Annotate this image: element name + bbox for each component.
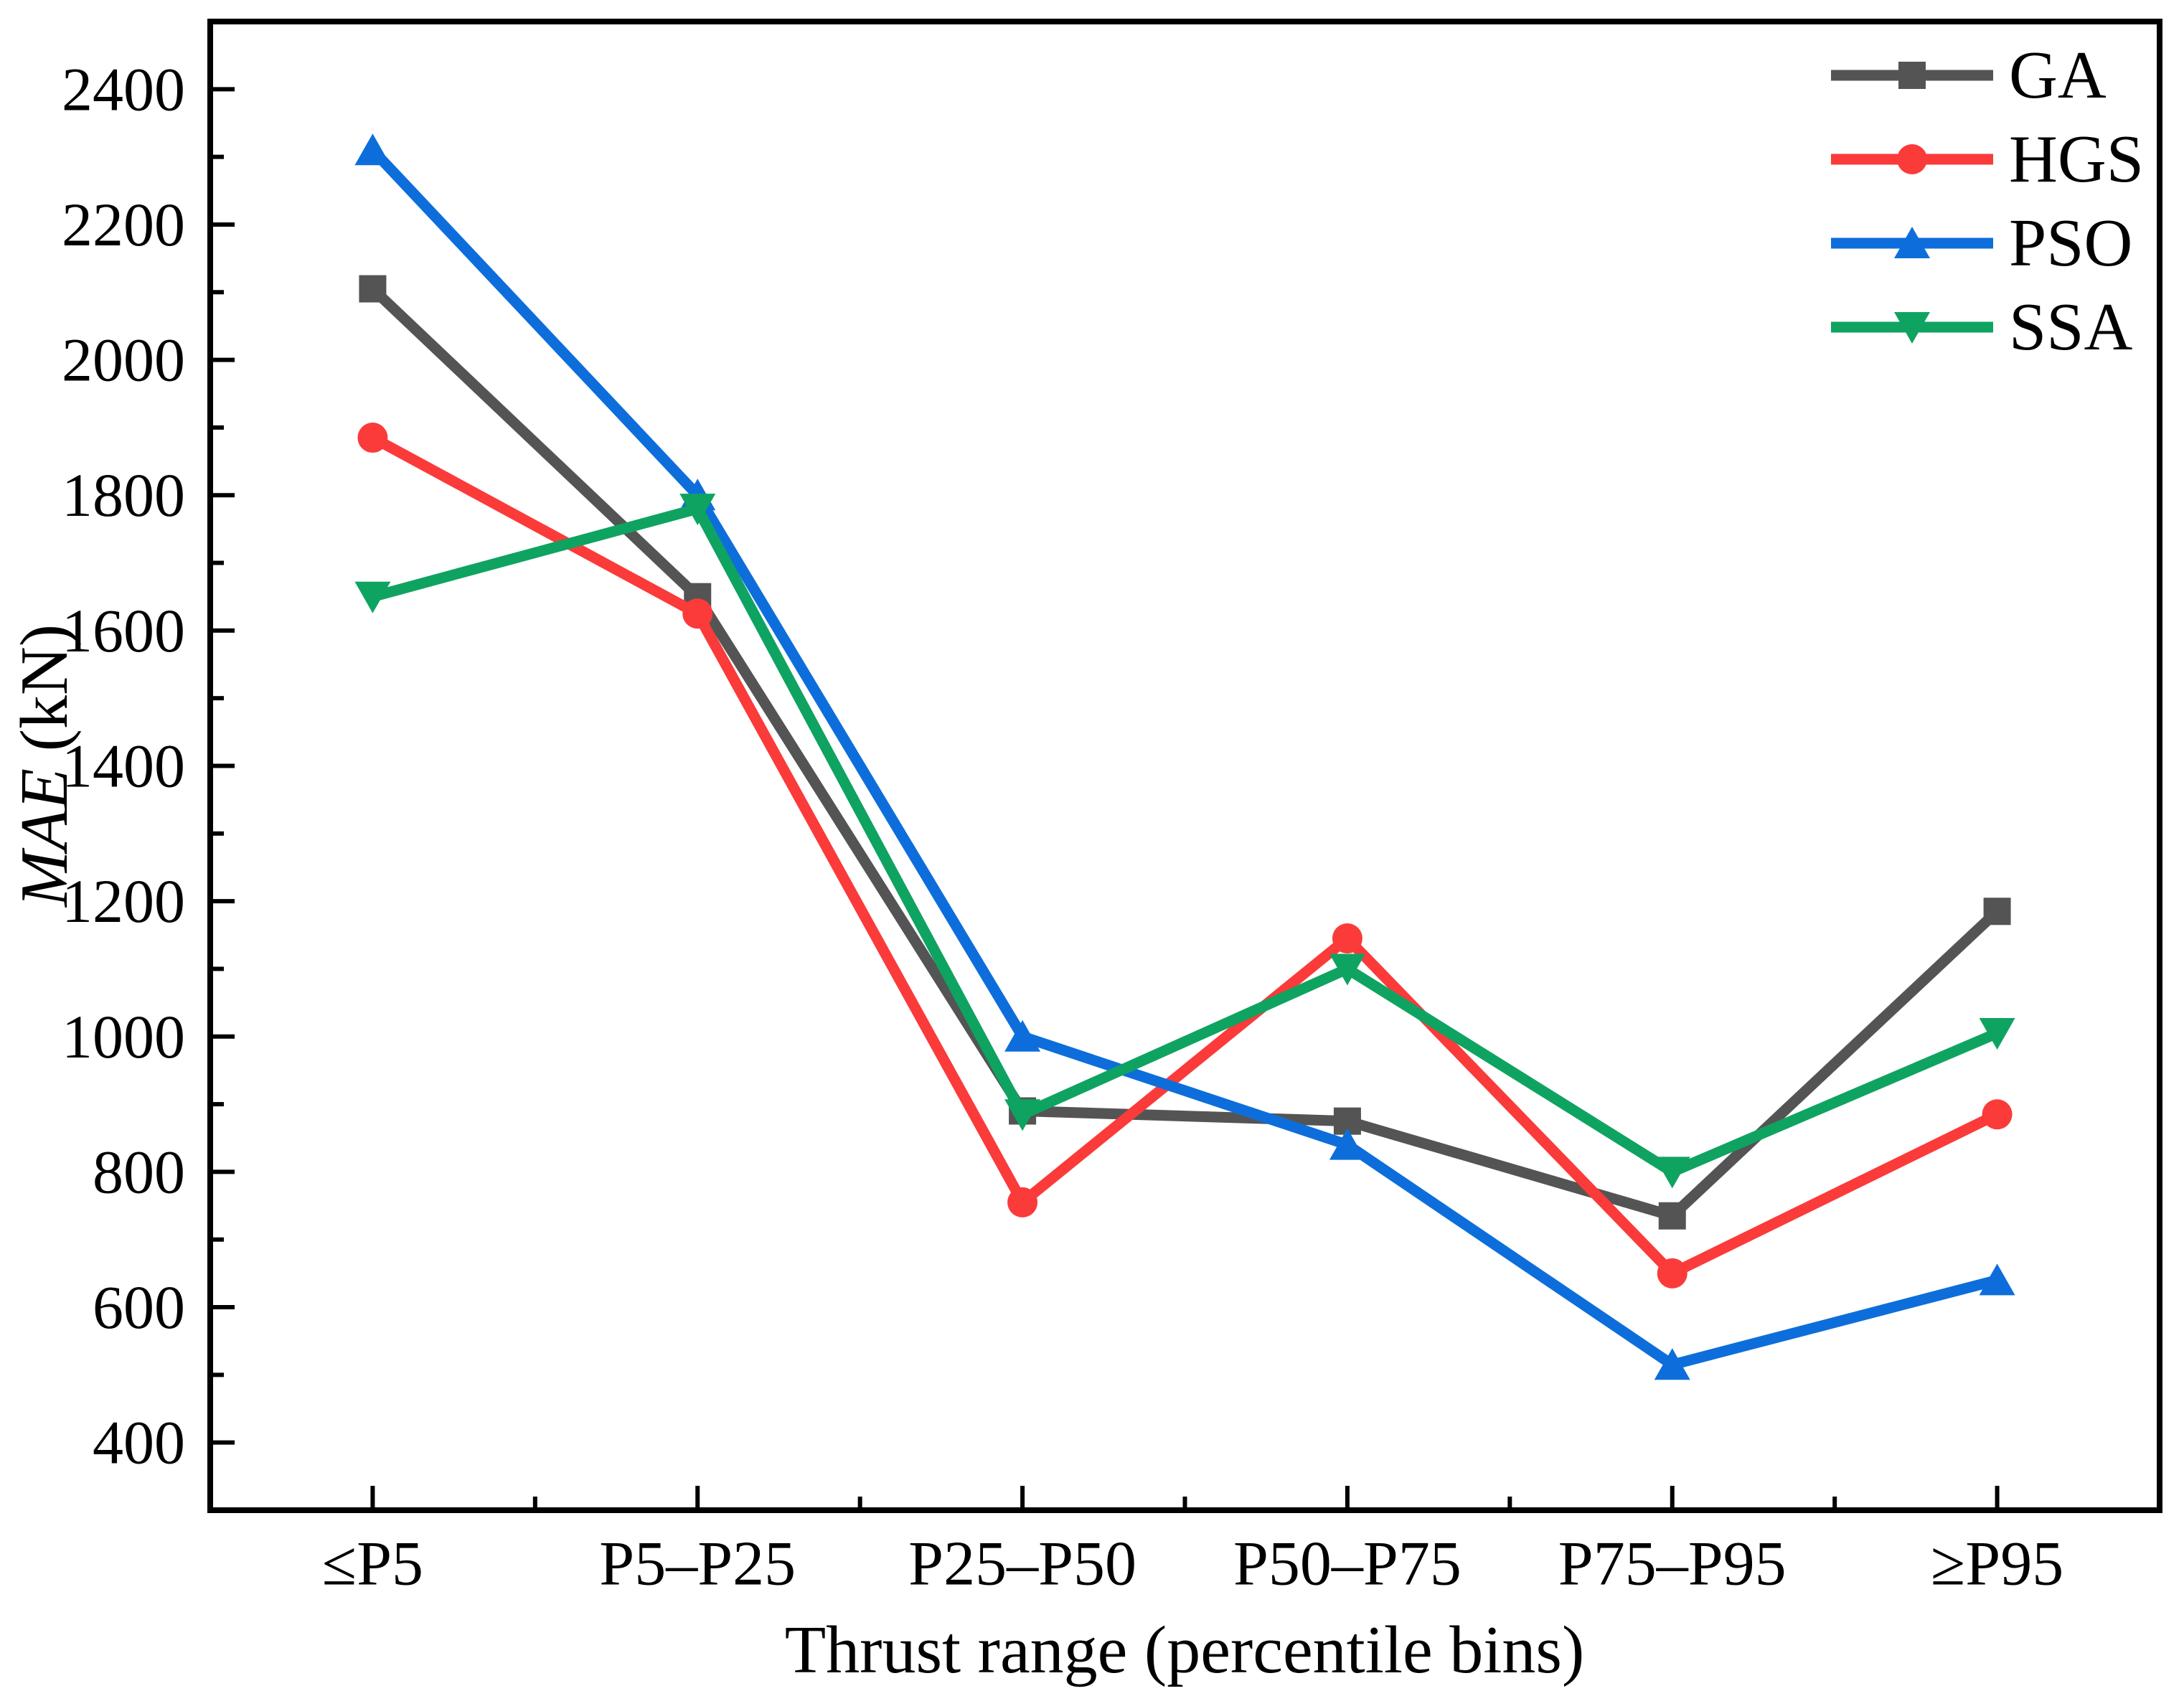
marker-HGS-3 [1332, 923, 1362, 954]
x-tick-label: ≤P5 [322, 1530, 423, 1599]
marker-SSA-3 [1329, 953, 1365, 986]
marker-GA-5 [1983, 898, 2011, 925]
marker-PSO-5 [1979, 1263, 2015, 1296]
marker-PSO-2 [1004, 1019, 1041, 1052]
marker-PSO-3 [1329, 1128, 1365, 1160]
y-tick-label: 2000 [62, 326, 185, 395]
y-tick-label: 1000 [62, 1002, 185, 1071]
y-tick-label: 600 [93, 1273, 185, 1342]
x-tick-label: ≥P95 [1931, 1530, 2063, 1599]
legend-label-GA: GA [2009, 38, 2107, 113]
legend-label-HGS: HGS [2009, 122, 2144, 197]
y-axis-title-unit-part: (kN) [7, 623, 82, 768]
marker-PSO-4 [1654, 1348, 1690, 1380]
x-tick-label: P25–P50 [908, 1530, 1136, 1599]
legend-marker-PSO [1894, 227, 1930, 258]
marker-HGS-0 [357, 423, 388, 453]
y-tick-label: 1800 [62, 461, 185, 529]
series-line-SSA [371, 502, 2000, 1178]
legend-label-PSO: PSO [2009, 206, 2132, 281]
y-tick-label: 2200 [62, 190, 185, 259]
y-tick-label: 1600 [62, 596, 185, 665]
x-axis-title: Thrust range (percentile bins) [784, 1613, 1585, 1687]
marker-SSA-1 [679, 494, 716, 526]
marker-SSA-5 [1979, 1018, 2015, 1050]
marker-HGS-4 [1657, 1258, 1688, 1289]
marker-SSA-2 [1004, 1099, 1041, 1131]
y-tick-label: 400 [93, 1408, 185, 1477]
marker-SSA-4 [1654, 1157, 1690, 1189]
series-line-GA [369, 285, 2001, 1223]
legend-marker-SSA [1894, 312, 1930, 344]
marker-HGS-1 [682, 598, 713, 629]
marker-SSA-0 [354, 581, 391, 613]
x-tick-label: P50–P75 [1233, 1530, 1462, 1599]
legend-label-SSA: SSA [2009, 290, 2133, 364]
y-tick-label: 1400 [62, 732, 185, 801]
series-line-PSO [368, 146, 1999, 1371]
legend-marker-HGS [1897, 144, 1927, 174]
y-tick-label: 800 [93, 1137, 185, 1206]
marker-HGS-2 [1007, 1187, 1038, 1217]
x-tick-label: P5–P25 [599, 1530, 796, 1599]
y-tick-label: 1200 [62, 867, 185, 936]
marker-PSO-0 [354, 133, 391, 166]
x-tick-label: P75–P95 [1558, 1530, 1787, 1599]
marker-HGS-5 [1982, 1099, 2013, 1130]
legend-marker-GA [1898, 62, 1926, 89]
series-line-HGS [370, 433, 2000, 1281]
y-axis-title-italic-part: MAE [7, 768, 82, 908]
y-axis-title: MAE (kN) [7, 624, 82, 907]
plot-frame [207, 19, 2162, 1513]
marker-GA-0 [359, 275, 387, 303]
y-tick-label: 2400 [62, 55, 185, 123]
marker-GA-4 [1658, 1202, 1686, 1230]
